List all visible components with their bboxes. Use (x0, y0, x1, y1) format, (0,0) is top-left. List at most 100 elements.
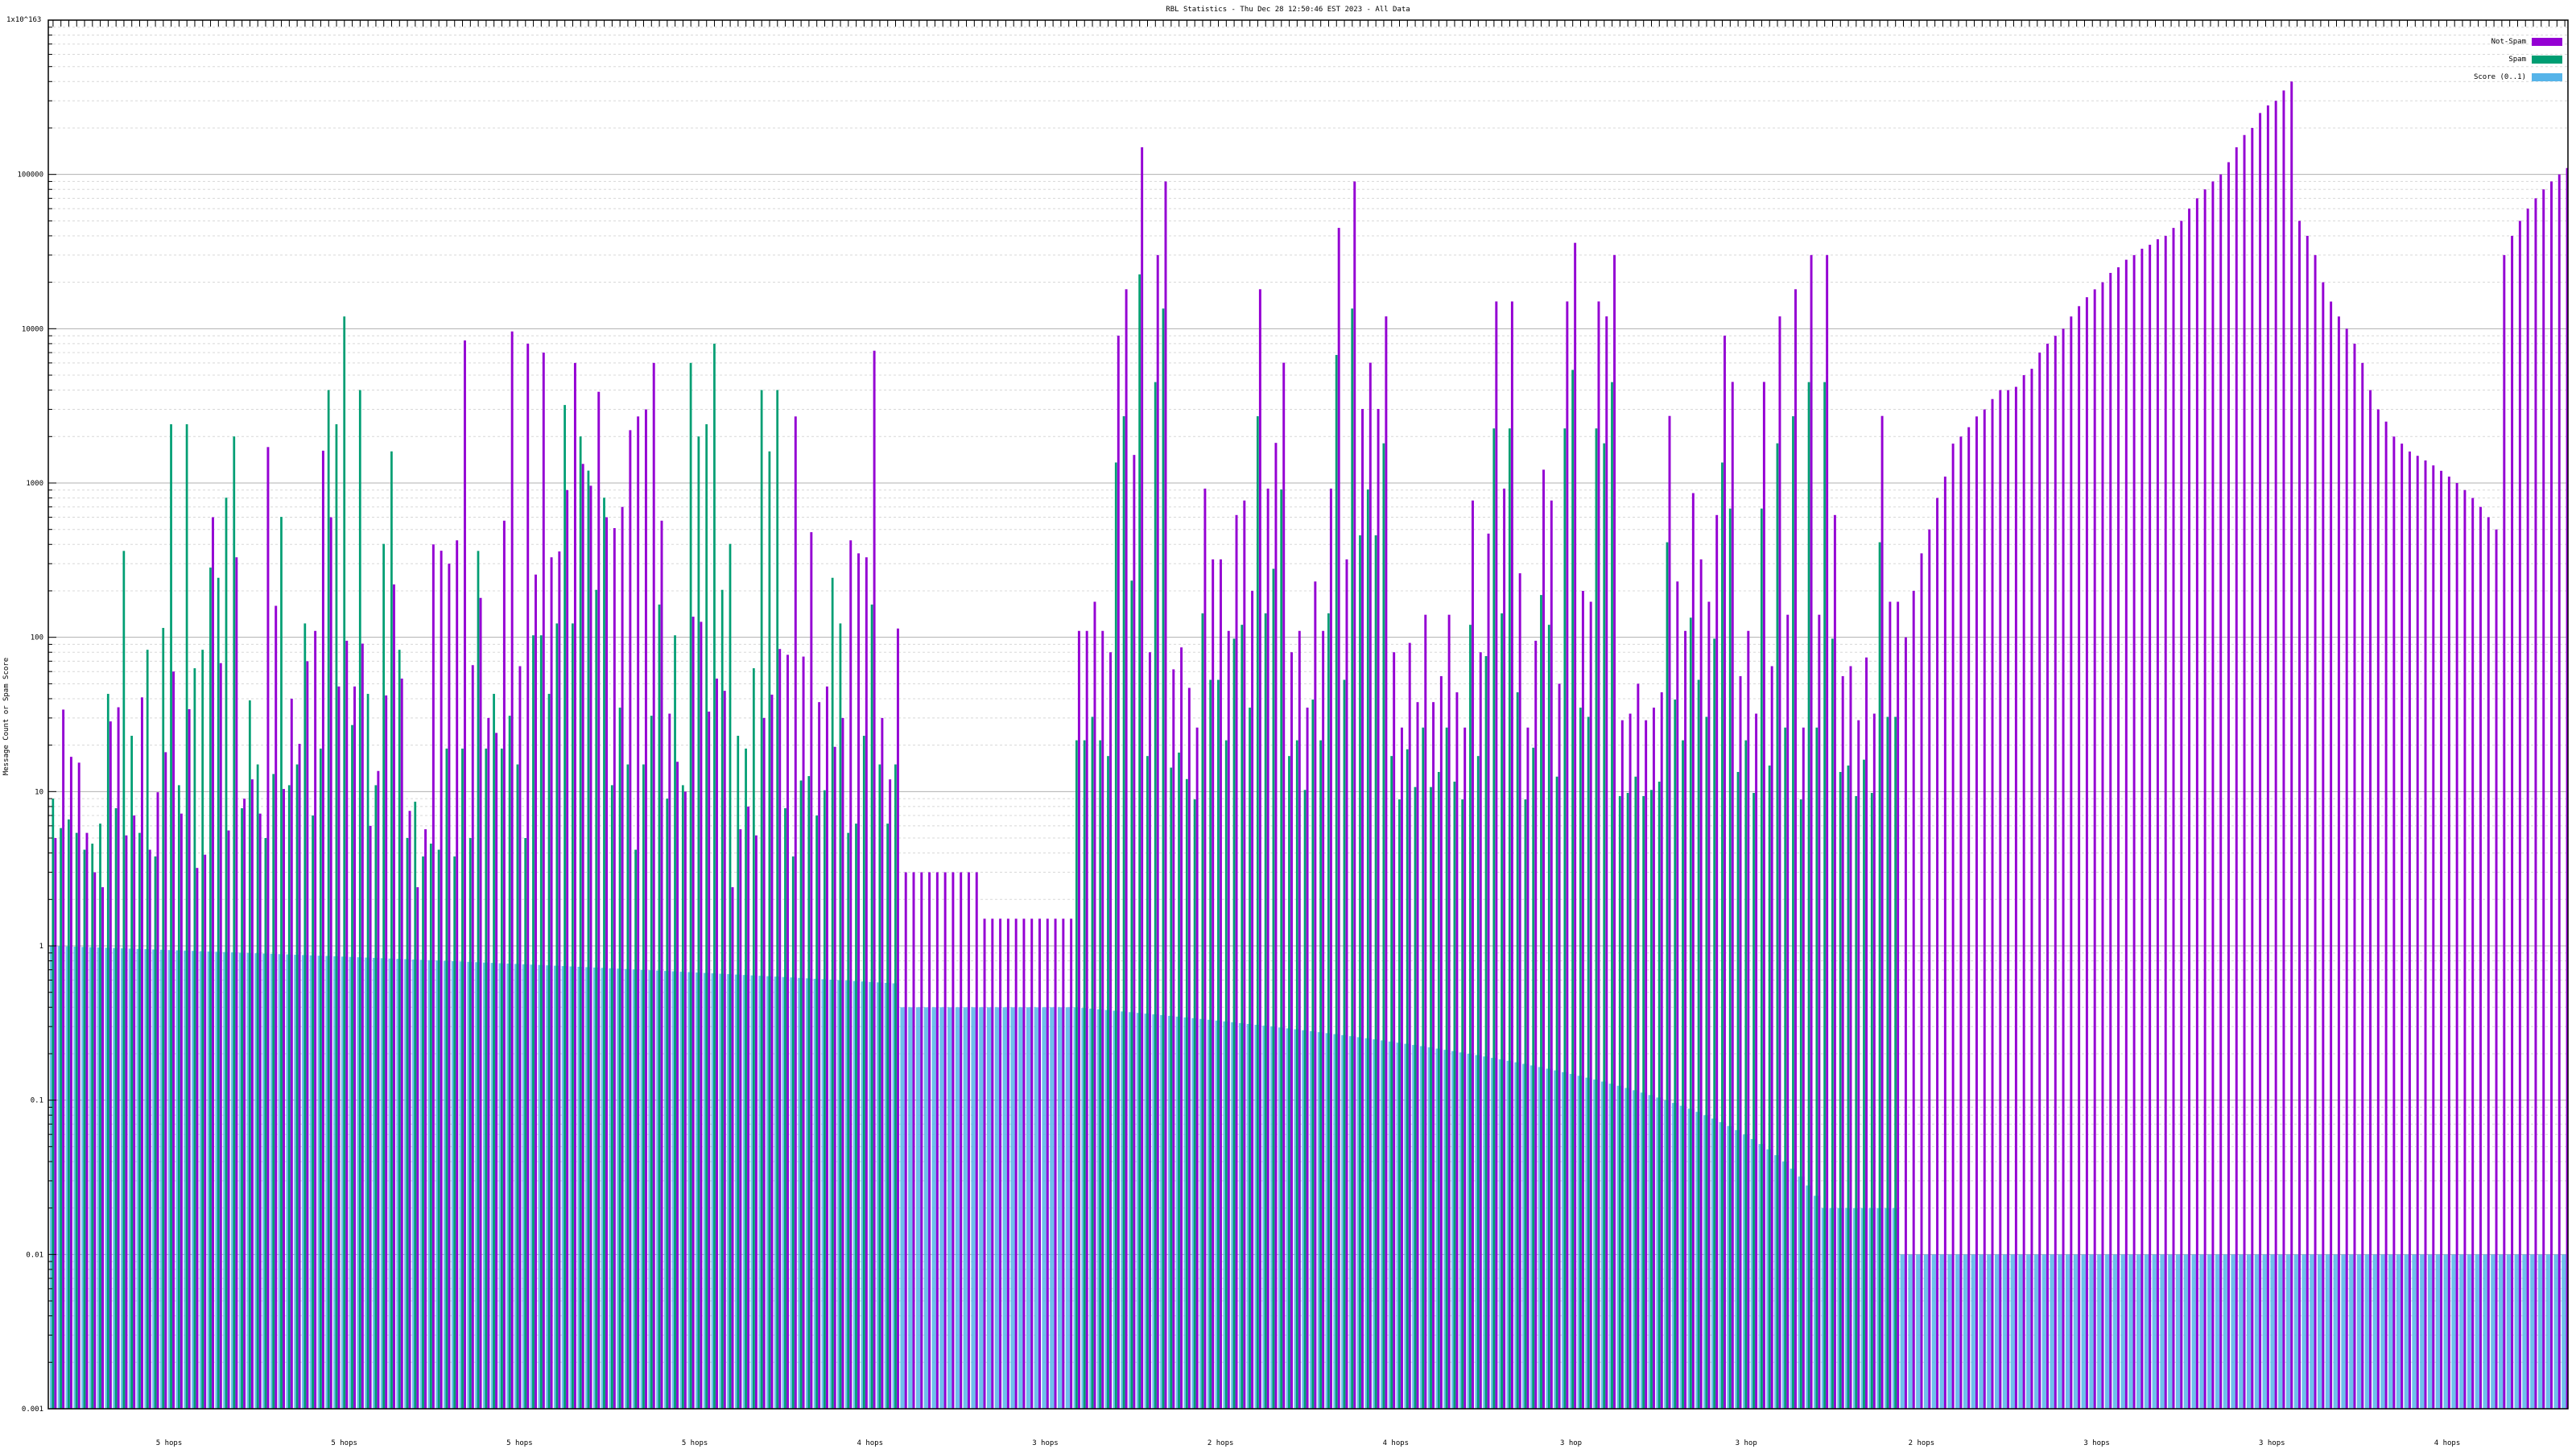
score-bar (2325, 1254, 2333, 1409)
score-bar (2553, 1254, 2561, 1409)
score-bar (2050, 1254, 2057, 1409)
spam-bar (603, 497, 605, 1409)
spam-bar (642, 764, 645, 1409)
not-spam-bar (275, 605, 278, 1409)
spam-bar (52, 799, 55, 1409)
not-spam-bar (2369, 390, 2372, 1409)
y-axis-label: Message Count or Spam Score (2, 658, 10, 775)
not-spam-bar (1266, 488, 1269, 1409)
not-spam-bar (2401, 444, 2404, 1409)
spam-bar (1807, 382, 1810, 1409)
spam-bar (351, 724, 353, 1409)
spam-bar (1469, 625, 1472, 1409)
not-spam-bar (1203, 488, 1207, 1409)
not-spam-bar (1645, 720, 1648, 1409)
x-group-label: 2 hops (1909, 1439, 1935, 1447)
not-spam-bar (2266, 105, 2269, 1409)
not-spam-bar (1251, 590, 1254, 1409)
not-spam-bar (1125, 289, 1128, 1409)
not-spam-bar (975, 872, 978, 1409)
spam-bar (1839, 771, 1842, 1409)
not-spam-bar (573, 362, 576, 1409)
y-tick-label: 100 (31, 634, 43, 642)
score-bar (2262, 1254, 2269, 1409)
not-spam-bar (2550, 181, 2553, 1409)
legend-label-spam: Spam (2508, 56, 2526, 64)
not-spam-bar (810, 532, 813, 1409)
not-spam-bar (991, 919, 994, 1409)
not-spam-bar (2235, 147, 2238, 1409)
not-spam-bar (1495, 301, 1498, 1410)
score-bar (1034, 1007, 1041, 1409)
not-spam-bar (2440, 470, 2443, 1409)
not-spam-bar (550, 557, 553, 1409)
not-spam-bar (1833, 514, 1836, 1410)
spam-bar (1744, 740, 1748, 1409)
score-bar (2285, 1254, 2293, 1409)
not-spam-bar (1605, 316, 1608, 1409)
not-spam-bar (464, 340, 466, 1410)
spam-bar (225, 497, 228, 1409)
spam-bar (335, 424, 338, 1409)
spam-bar (1138, 274, 1141, 1409)
spam-bar (130, 736, 133, 1409)
not-spam-bar (904, 872, 907, 1409)
spam-bar (1815, 727, 1818, 1409)
not-spam-bar (739, 829, 742, 1409)
spam-bar (422, 856, 424, 1409)
not-spam-bar (1141, 147, 1144, 1409)
spam-bar (295, 764, 299, 1409)
not-spam-bar (148, 849, 151, 1409)
spam-bar (1107, 756, 1109, 1409)
not-spam-bar (2479, 506, 2482, 1410)
not-spam-bar (1322, 630, 1325, 1409)
spam-bar (1752, 793, 1755, 1409)
spam-bar (595, 589, 598, 1409)
not-spam-bar (1684, 630, 1687, 1409)
spam-bar (1280, 489, 1283, 1409)
not-spam-bar (2172, 228, 2175, 1409)
not-spam-bar (2140, 248, 2144, 1409)
score-bar (1018, 1007, 1026, 1409)
spam-bar (406, 838, 409, 1409)
score-bar (2537, 1254, 2545, 1409)
score-bar (2562, 1254, 2569, 1409)
not-spam-bar (935, 872, 939, 1409)
not-spam-bar (747, 806, 750, 1409)
spam-bar (532, 635, 535, 1409)
not-spam-bar (2290, 81, 2293, 1409)
not-spam-bar (558, 551, 561, 1409)
not-spam-bar (1455, 692, 1459, 1409)
not-spam-bar (1668, 415, 1671, 1409)
score-bar (1947, 1254, 1955, 1409)
not-spam-bar (1195, 727, 1199, 1409)
score-bar (2427, 1254, 2435, 1409)
spam-bar (1728, 508, 1732, 1409)
not-spam-bar (1747, 630, 1750, 1409)
not-spam-bar (581, 464, 584, 1410)
score-bar (2467, 1254, 2475, 1409)
spam-bar (461, 748, 464, 1409)
spam-bar (1540, 595, 1542, 1409)
not-spam-bar (1802, 727, 1805, 1409)
not-spam-bar (1897, 601, 1900, 1409)
not-spam-bar (1967, 427, 1971, 1409)
not-spam-bar (1424, 614, 1427, 1409)
not-spam-bar (1133, 455, 1136, 1409)
not-spam-bar (2101, 282, 2104, 1409)
not-spam-bar (1472, 500, 1474, 1410)
spam-bar (737, 736, 740, 1409)
not-spam-bar (2211, 181, 2215, 1409)
score-bar (2246, 1254, 2254, 1409)
not-spam-bar (1857, 720, 1860, 1409)
not-spam-bar (896, 628, 899, 1409)
y-tick-label: 0.01 (26, 1251, 43, 1259)
x-group-label: 5 hops (506, 1439, 533, 1447)
x-group-label: 3 hops (2259, 1439, 2285, 1447)
not-spam-bar (2054, 336, 2057, 1409)
not-spam-bar (786, 654, 789, 1409)
not-spam-bar (2117, 267, 2120, 1409)
not-spam-bar (2180, 221, 2183, 1410)
not-spam-bar (1699, 559, 1703, 1410)
spam-bar (539, 635, 543, 1409)
